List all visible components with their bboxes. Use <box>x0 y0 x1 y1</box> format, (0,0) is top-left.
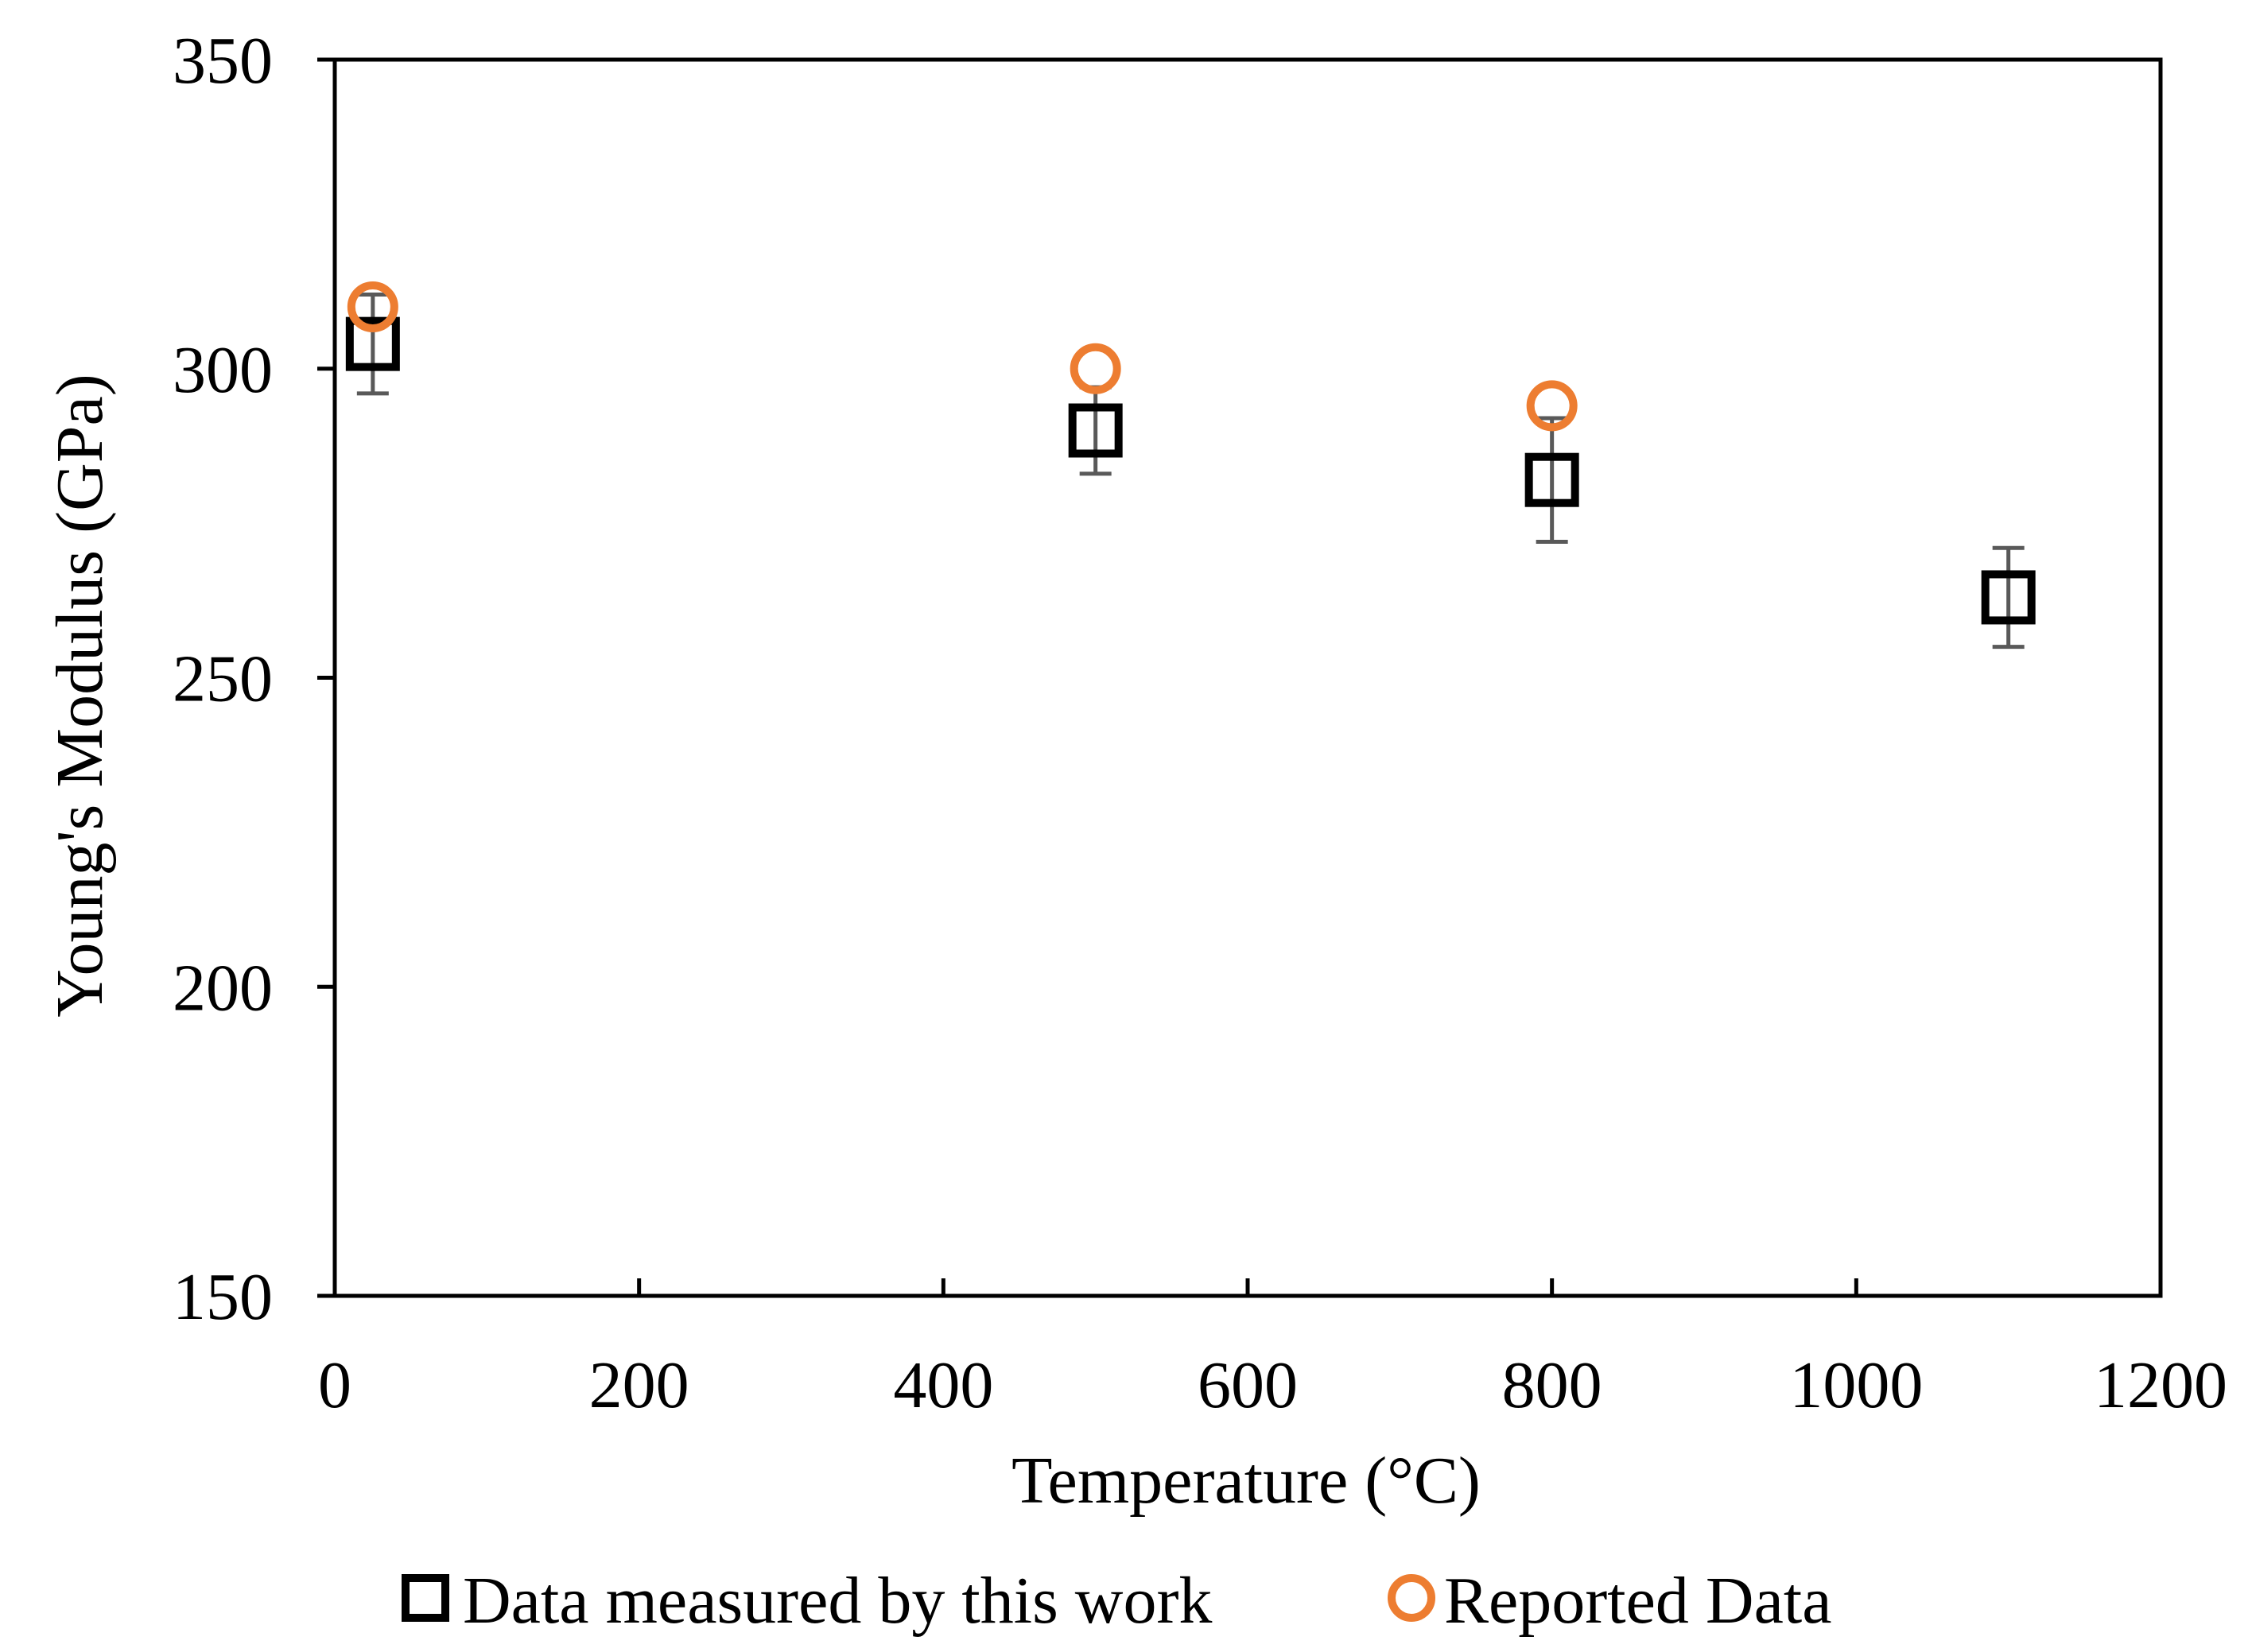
legend-label-reported: Reported Data <box>1444 1564 1831 1638</box>
data-marks <box>345 281 2036 650</box>
reported-point <box>1070 343 1121 394</box>
plot-border <box>332 57 2163 1298</box>
x-tick-label: 200 <box>589 1348 689 1422</box>
x-tick-label: 800 <box>1502 1348 1602 1422</box>
y-tick-label: 250 <box>173 642 273 716</box>
y-axis-ticks: 150 200 250 300 350 <box>173 24 335 1334</box>
legend-label-measured: Data measured by this work <box>463 1564 1212 1638</box>
x-tick-label: 0 <box>318 1348 351 1422</box>
x-tick-label: 400 <box>893 1348 993 1422</box>
measured-point <box>1068 403 1123 458</box>
reported-point <box>347 281 398 332</box>
plot-area <box>332 57 2163 1298</box>
legend-marker-reported <box>1388 1574 1435 1622</box>
x-tick-label: 1200 <box>2094 1348 2227 1422</box>
measured-point <box>1981 570 2036 625</box>
y-tick-label: 300 <box>173 333 273 407</box>
measured-point <box>1524 452 1579 507</box>
x-tick-label: 1000 <box>1789 1348 1923 1422</box>
y-tick-label: 150 <box>173 1260 273 1334</box>
y-axis-title: Young's Modulus (GPa) <box>43 374 117 1017</box>
y-tick-label: 200 <box>173 951 273 1025</box>
legend: Data measured by this work Reported Data <box>402 1564 1831 1638</box>
x-axis-title: Temperature (°C) <box>1011 1444 1481 1518</box>
measured-point <box>345 316 400 371</box>
x-axis-ticks: 0 200 400 600 800 1000 1200 <box>318 1278 2227 1422</box>
legend-marker-measured <box>402 1574 449 1622</box>
x-tick-label: 600 <box>1198 1348 1298 1422</box>
y-tick-label: 350 <box>173 24 273 98</box>
reported-point <box>1526 380 1578 432</box>
